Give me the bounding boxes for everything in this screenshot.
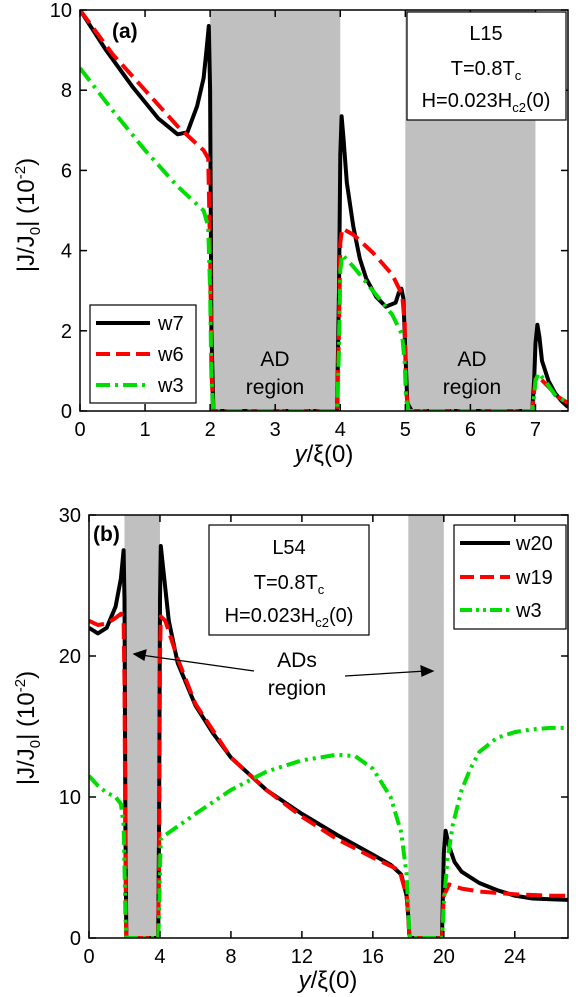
y-tick-label: 2 xyxy=(61,321,72,343)
region-label-1-line2: region xyxy=(246,376,304,399)
info-field: H=0.023Hc2(0) xyxy=(422,90,551,115)
legend: w7 w6 w3 xyxy=(89,304,197,404)
shaded-region-2 xyxy=(408,515,444,938)
legend-label-w3: w3 xyxy=(515,600,542,622)
region-arrows xyxy=(132,649,435,677)
info-temperature: T=0.8Tc xyxy=(254,572,325,597)
y-tick-label: 20 xyxy=(59,646,81,668)
x-tick-label: 4 xyxy=(154,946,165,968)
x-tick-label: 3 xyxy=(270,419,281,441)
y-tick-label: 10 xyxy=(59,787,81,809)
x-tick-label: 7 xyxy=(530,419,541,441)
shaded-region-1 xyxy=(210,10,341,411)
x-tick-label: 5 xyxy=(400,419,411,441)
panel-label: (b) xyxy=(93,523,120,546)
x-tick-label: 1 xyxy=(140,419,151,441)
legend-label-w7: w7 xyxy=(157,313,184,335)
legend-label-w6: w6 xyxy=(157,344,184,366)
panel-b: 0 4 8 12 16 20 24 0 10 20 30 (b) L54 T=0.8Tc H=0.0… xyxy=(12,505,569,994)
x-tick-label: 0 xyxy=(74,419,85,441)
x-tick-label: 20 xyxy=(433,946,455,968)
region-label-2-line2: region xyxy=(443,376,501,399)
series-w7 xyxy=(80,10,568,411)
series-lines xyxy=(89,544,568,938)
series-w3 xyxy=(89,725,568,938)
x-tick-label: 2 xyxy=(205,419,216,441)
axis-ticks: 0 4 8 12 16 20 24 0 10 20 30 xyxy=(59,505,568,968)
shaded-region-1 xyxy=(124,515,160,938)
y-axis-label: |J/J0| (10-2) xyxy=(12,671,44,785)
x-axis-label: y/ξ(0) xyxy=(293,441,354,468)
series-lines xyxy=(80,10,568,411)
plot-frame xyxy=(88,514,569,939)
x-tick-label: 4 xyxy=(335,419,346,441)
legend: w20 w19 w3 xyxy=(453,524,567,630)
region-label-2-line1: AD xyxy=(457,348,486,371)
info-box: L15 T=0.8Tc H=0.023Hc2(0) xyxy=(406,11,567,121)
legend-label-w3: w3 xyxy=(157,375,184,397)
region-label-line1: ADs xyxy=(277,649,317,672)
info-field: H=0.023Hc2(0) xyxy=(225,605,354,630)
y-tick-label: 0 xyxy=(61,401,72,423)
series-w19 xyxy=(89,611,568,938)
region-label-line2: region xyxy=(268,677,326,700)
y-tick-label: 4 xyxy=(61,241,72,263)
plot-frame xyxy=(79,9,569,412)
info-box: L54 T=0.8Tc H=0.023Hc2(0) xyxy=(208,524,370,636)
x-tick-label: 24 xyxy=(504,946,526,968)
legend-label-w20: w20 xyxy=(515,533,553,555)
info-sample: L54 xyxy=(272,537,305,559)
y-tick-label: 30 xyxy=(59,505,81,527)
series-w3 xyxy=(80,66,568,411)
y-tick-label: 6 xyxy=(61,160,72,182)
y-tick-label: 10 xyxy=(50,0,72,22)
x-axis-label: y/ξ(0) xyxy=(297,967,358,994)
x-tick-label: 6 xyxy=(465,419,476,441)
x-tick-label: 12 xyxy=(291,946,313,968)
x-tick-label: 0 xyxy=(83,946,94,968)
ads-shaded-regions xyxy=(124,515,444,938)
region-label-1-line1: AD xyxy=(260,348,289,371)
panel-a: 0 1 2 3 4 5 6 7 0 2 4 6 8 10 (a) L15 T=0.8Tc H=0.023H… xyxy=(12,0,569,468)
panel-label: (a) xyxy=(112,20,138,43)
legend-label-w19: w19 xyxy=(515,567,553,589)
y-tick-label: 8 xyxy=(61,80,72,102)
x-tick-label: 8 xyxy=(225,946,236,968)
info-sample: L15 xyxy=(469,23,502,45)
y-axis-label: |J/J0| (10-2) xyxy=(12,158,44,272)
x-tick-label: 16 xyxy=(362,946,384,968)
y-tick-label: 0 xyxy=(70,928,81,950)
axis-ticks: 0 1 2 3 4 5 6 7 0 2 4 6 8 10 xyxy=(50,0,568,441)
info-temperature: T=0.8Tc xyxy=(451,58,522,83)
